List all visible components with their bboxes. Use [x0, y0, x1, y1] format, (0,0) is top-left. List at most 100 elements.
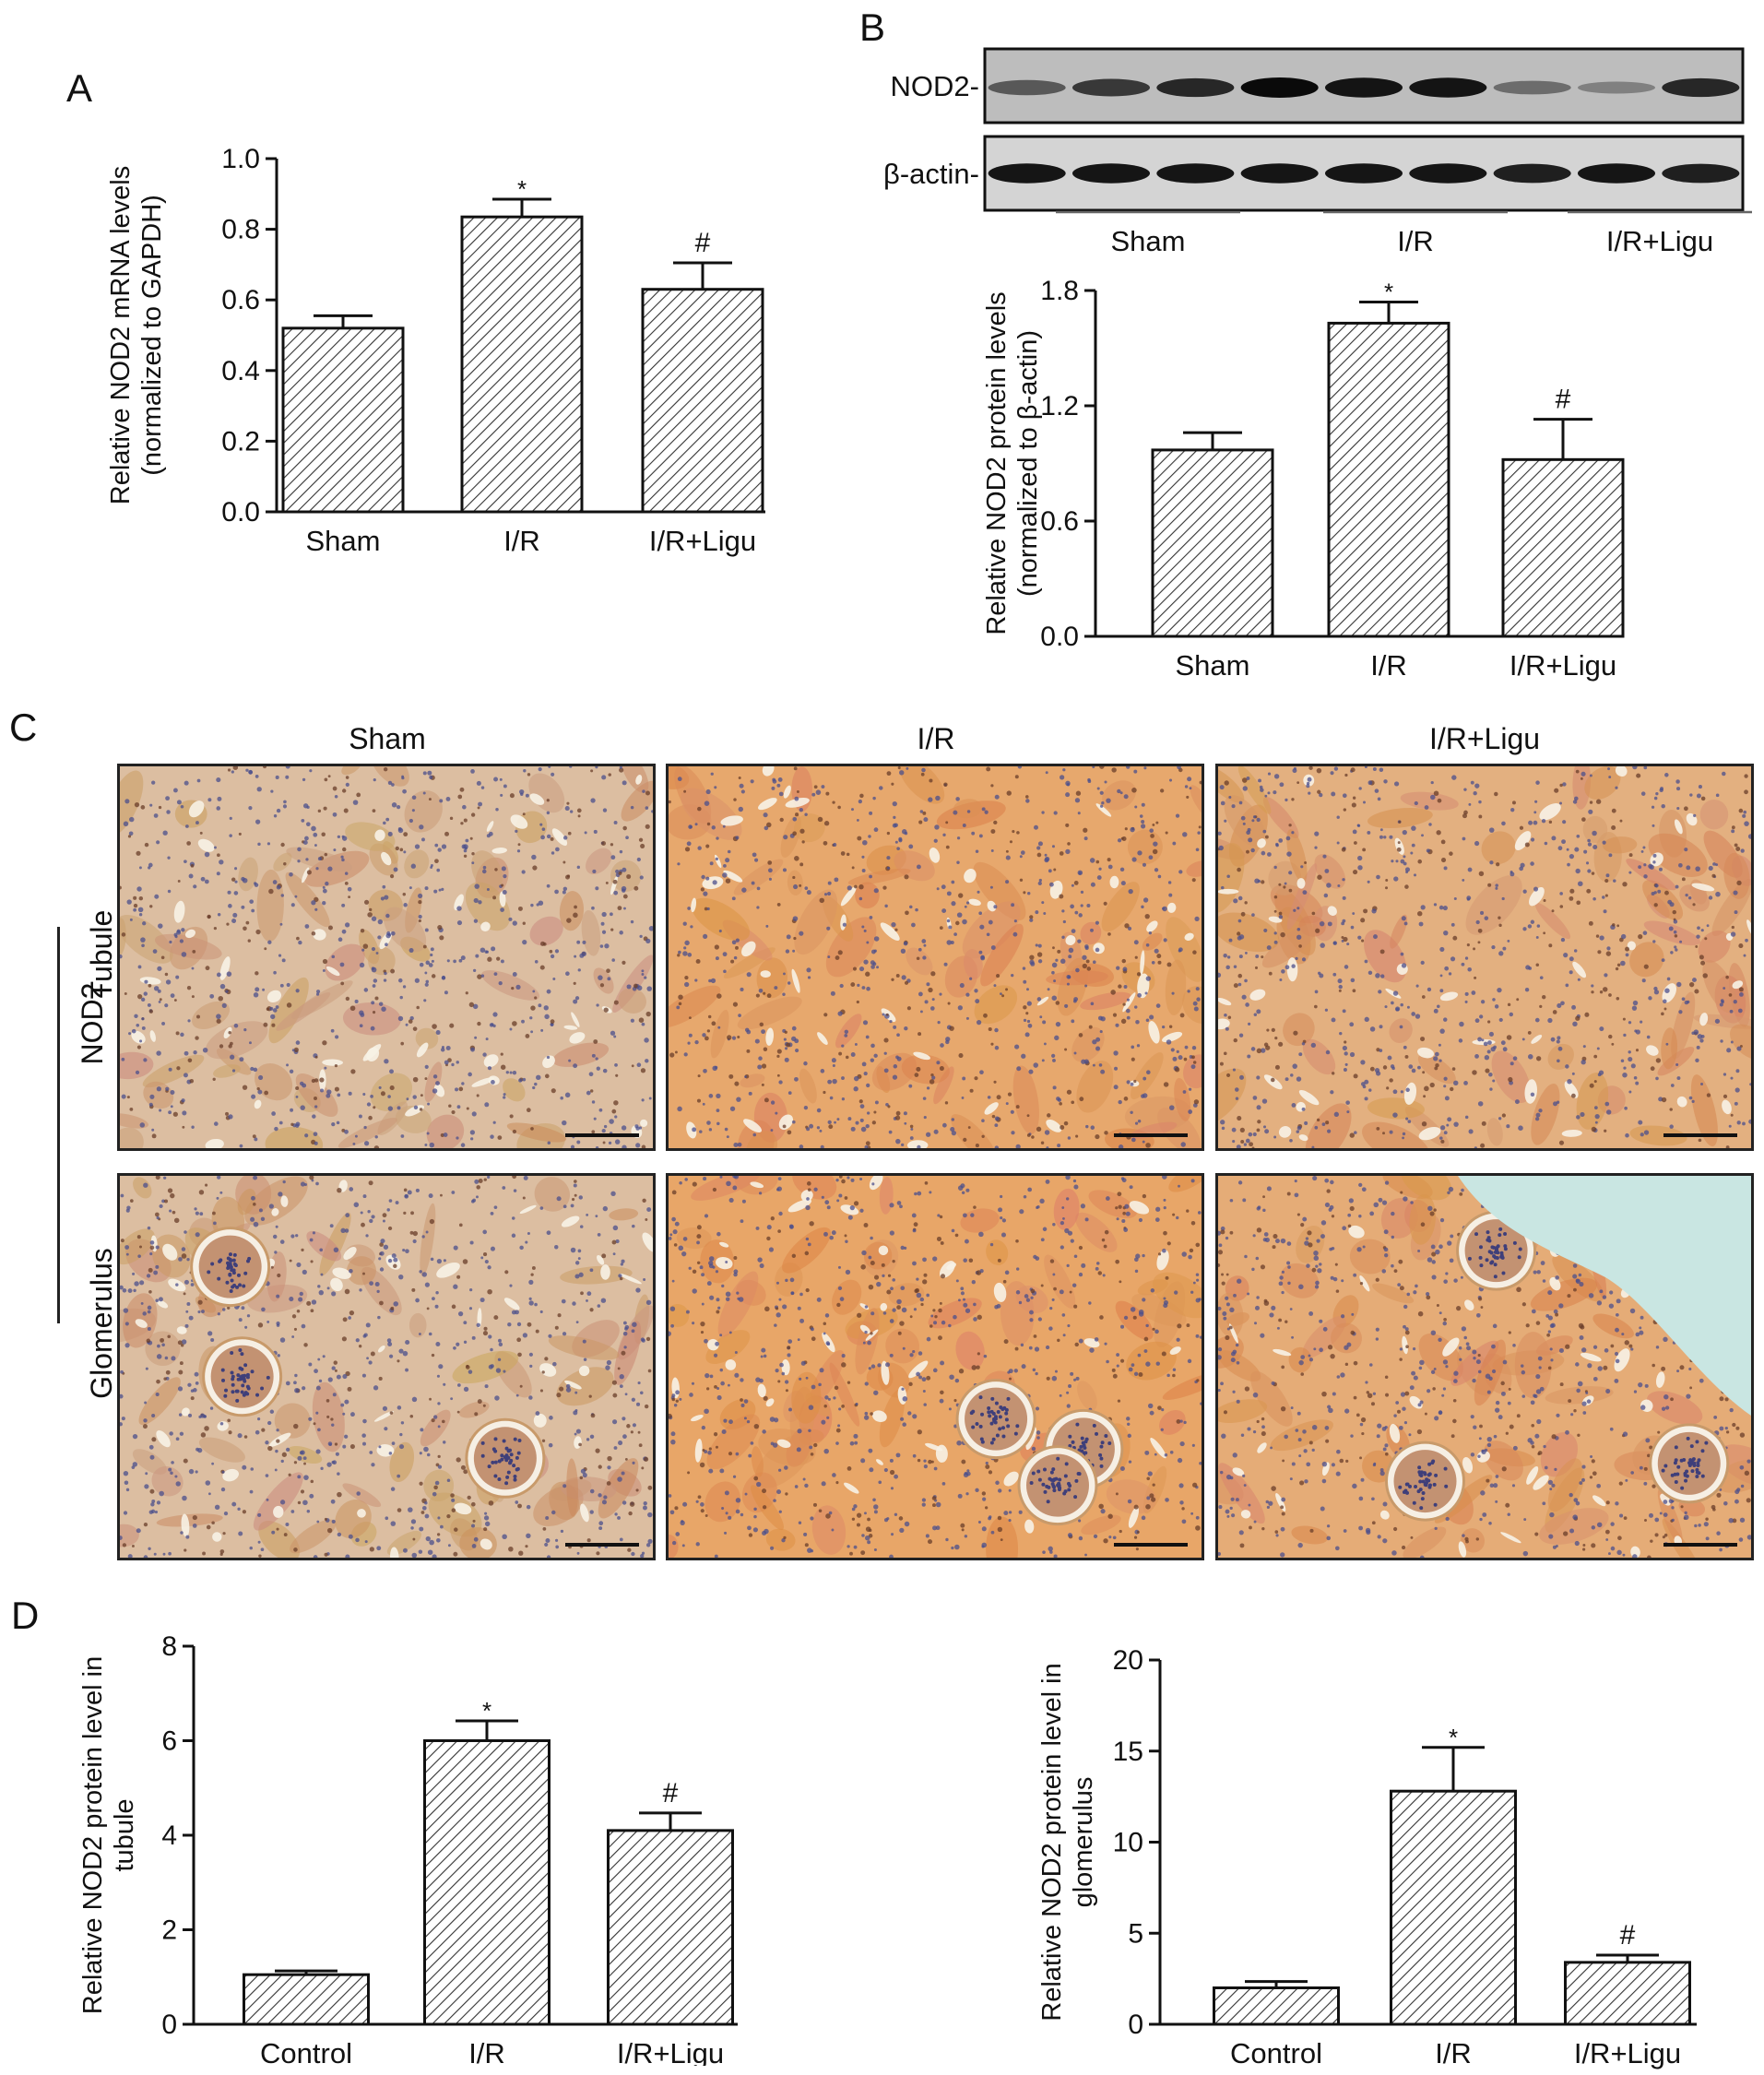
- bar: [607, 1829, 734, 2026]
- x-tick-label: I/R: [1435, 2037, 1472, 2069]
- x-tick-label: I/R: [1370, 649, 1407, 682]
- y-axis-label: Relative NOD2 mRNA levels: [106, 166, 136, 504]
- chart-b-nod2-protein: 0.0 0.6 1.2 1.8 Relative NOD2 protein levels…: [982, 276, 1625, 682]
- y-tick-label: 15: [1113, 1737, 1143, 1767]
- x-tick-label: Sham: [306, 525, 381, 557]
- y-axis-label: Relative NOD2 protein level in: [1037, 1663, 1067, 2021]
- micrograph-sham-glomerulus: [117, 1173, 656, 1560]
- bar: [1390, 1789, 1517, 2026]
- y-tick-label: 1.2: [1040, 391, 1079, 421]
- blot-group-label: Sham: [1111, 225, 1186, 257]
- bar: [1564, 1961, 1691, 2026]
- blot-band: [1071, 163, 1151, 184]
- significance-marker: *: [482, 1697, 491, 1725]
- chart-a-nod2-mrna: 0.0 0.2 0.4 0.6 0.8 1.0 Relative NOD2 mRNA lev…: [106, 144, 765, 557]
- blot-group-label: I/R: [1397, 225, 1434, 257]
- blot-band: [1324, 77, 1403, 98]
- y-tick-label: 10: [1113, 1828, 1143, 1858]
- significance-marker: *: [1384, 279, 1393, 306]
- x-tick-label: Sham: [1176, 649, 1250, 682]
- blot-band: [1662, 77, 1740, 98]
- y-tick-label: 8: [161, 1631, 177, 1662]
- blot-band: [1662, 163, 1740, 184]
- significance-marker: *: [517, 175, 527, 203]
- micrograph-sham-tubule: [117, 764, 656, 1151]
- blot-row-label: β-actin-: [883, 158, 979, 190]
- y-tick-label: 0.8: [221, 215, 260, 245]
- chart-d-tubule: 0 2 4 6 8 Relative NOD2 protein level in tubul…: [78, 1631, 738, 2066]
- blot-band: [1156, 77, 1235, 98]
- blot-band: [1240, 77, 1319, 98]
- significance-marker: #: [695, 228, 711, 258]
- bar: [641, 288, 764, 514]
- bar: [423, 1739, 551, 2026]
- histology-row-label: Glomerulus: [85, 1248, 118, 1399]
- chart-d-glomerulus: 0 5 10 15 20 Relative NOD2 protein level in gl…: [1037, 1645, 1697, 2069]
- histology-row-label: Tubule: [85, 909, 118, 1000]
- y-axis-label: tubule: [110, 1798, 139, 1871]
- bar: [1327, 321, 1450, 638]
- y-tick-label: 0.6: [221, 285, 260, 315]
- y-tick-label: 1.0: [221, 144, 260, 174]
- bar: [460, 215, 584, 514]
- y-tick-label: 0.0: [221, 497, 260, 528]
- y-tick-label: 4: [161, 1820, 177, 1851]
- y-axis-label: Relative NOD2 protein level in: [78, 1656, 108, 2014]
- western-blot: NOD2- β-actin- Sham I/R I/R+Ligu: [883, 47, 1752, 257]
- y-tick-label: 0.4: [221, 356, 260, 386]
- x-tick-label: I/R+Ligu: [1574, 2037, 1681, 2069]
- x-tick-label: I/R: [503, 525, 540, 557]
- bar: [243, 1973, 370, 2026]
- blot-band: [1409, 77, 1487, 98]
- panel-letter-b: B: [859, 6, 886, 49]
- x-tick-label: I/R: [468, 2037, 505, 2066]
- blot-group-label: I/R+Ligu: [1606, 225, 1713, 257]
- x-tick-label: Control: [1230, 2037, 1322, 2069]
- blot-band: [988, 79, 1066, 96]
- y-axis-label: (normalized to β-actin): [1013, 330, 1043, 597]
- y-tick-label: 6: [161, 1726, 177, 1757]
- x-tick-label: I/R+Ligu: [617, 2037, 724, 2066]
- bar: [281, 326, 405, 514]
- bar: [1501, 457, 1625, 638]
- y-tick-label: 0.2: [221, 426, 260, 456]
- histology-column-title: I/R+Ligu: [1428, 722, 1541, 755]
- panel-letter-a: A: [66, 66, 93, 110]
- blot-row-label: NOD2-: [891, 70, 979, 102]
- micrograph-ir-tubule: [666, 764, 1204, 1151]
- significance-marker: #: [1556, 385, 1571, 415]
- panel-letter-c: C: [9, 706, 38, 749]
- y-tick-label: 0.0: [1040, 622, 1079, 652]
- y-axis-label: (normalized to GAPDH): [137, 195, 167, 476]
- histology-group-bracket: [57, 927, 60, 1323]
- blot-band: [1577, 81, 1656, 94]
- histology-column-title: I/R: [917, 722, 955, 755]
- x-tick-label: I/R+Ligu: [649, 525, 756, 557]
- y-tick-label: 1.8: [1040, 276, 1079, 306]
- significance-marker: #: [663, 1778, 679, 1808]
- blot-band: [1493, 163, 1571, 184]
- bar: [1151, 448, 1274, 638]
- micrograph-ligu-tubule: [1215, 764, 1754, 1151]
- blot-band: [1409, 163, 1487, 184]
- micrograph-ligu-glomerulus: [1215, 1173, 1754, 1560]
- blot-band: [1071, 78, 1151, 97]
- blot-band: [1577, 163, 1656, 184]
- significance-marker: *: [1449, 1724, 1458, 1751]
- x-tick-label: I/R+Ligu: [1509, 649, 1616, 682]
- y-axis-label: glomerulus: [1069, 1777, 1098, 1908]
- y-tick-label: 0: [161, 2010, 177, 2040]
- bar: [1213, 1986, 1340, 2026]
- blot-band: [1493, 80, 1571, 95]
- y-tick-label: 0: [1128, 2010, 1143, 2040]
- panel-letter-d: D: [11, 1594, 40, 1637]
- blot-band: [988, 163, 1066, 184]
- x-tick-label: Control: [260, 2037, 352, 2066]
- y-tick-label: 2: [161, 1915, 177, 1946]
- blot-band: [1240, 163, 1319, 184]
- y-tick-label: 0.6: [1040, 506, 1079, 537]
- y-tick-label: 5: [1128, 1918, 1143, 1949]
- y-axis-label: Relative NOD2 protein levels: [982, 291, 1012, 634]
- blot-band: [1324, 163, 1403, 184]
- histology-column-title: Sham: [349, 722, 426, 755]
